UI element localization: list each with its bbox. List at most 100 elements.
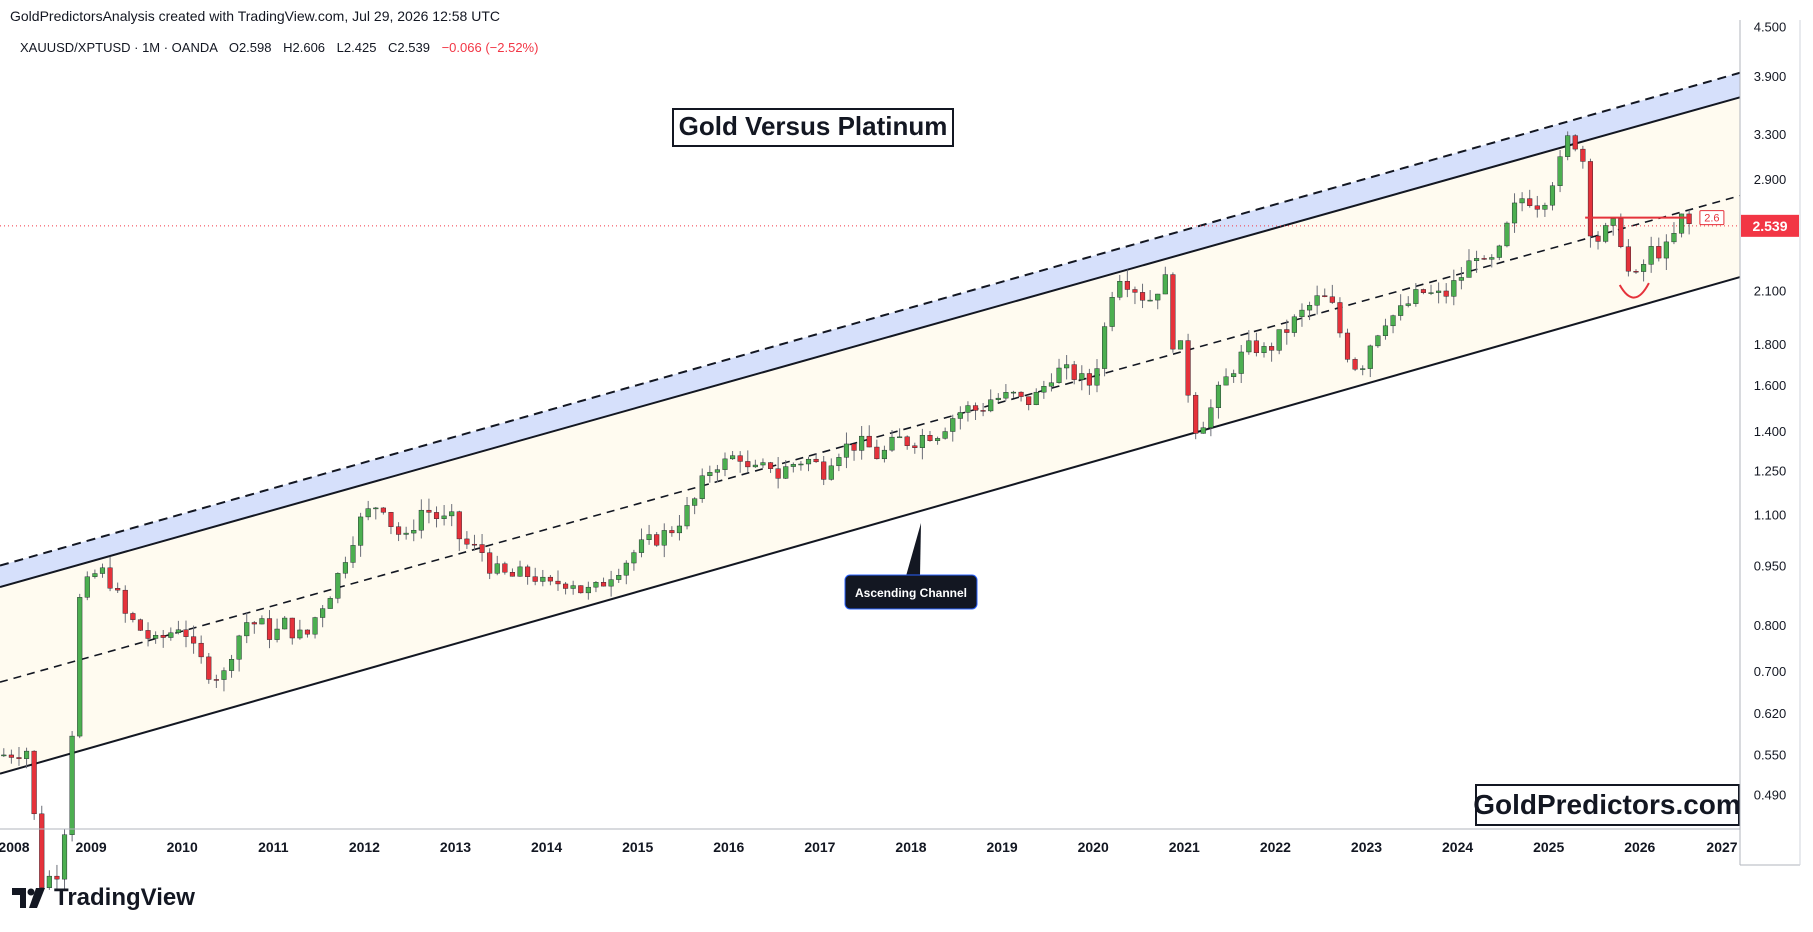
candle-body bbox=[843, 443, 850, 458]
candle-body bbox=[1261, 346, 1267, 354]
candle-body bbox=[84, 576, 90, 598]
candle-body bbox=[137, 619, 143, 631]
candle-body bbox=[995, 397, 1001, 400]
candle-body bbox=[1587, 161, 1593, 237]
time-tick-label: 2026 bbox=[1624, 839, 1655, 855]
resistance-value: 2.6 bbox=[1704, 213, 1719, 225]
price-tick-label: 1.100 bbox=[1754, 508, 1787, 523]
candle-body bbox=[31, 750, 37, 815]
candle-body bbox=[805, 458, 812, 465]
time-axis[interactable]: 2008 2009 2010 2011 2012 2013 2014 2015 2016 2017… bbox=[0, 839, 1738, 855]
candle-body bbox=[456, 511, 462, 540]
candle-body bbox=[24, 750, 30, 759]
candle-body bbox=[1549, 185, 1556, 206]
candle-body bbox=[1102, 326, 1108, 369]
time-tick-label: 2018 bbox=[895, 839, 926, 855]
candle-body bbox=[988, 399, 994, 412]
price-tick-label: 0.620 bbox=[1754, 706, 1787, 721]
candle-body bbox=[418, 509, 424, 531]
price-tick-label: 2.100 bbox=[1754, 284, 1787, 299]
candle-body bbox=[61, 834, 68, 880]
candle-body bbox=[1284, 329, 1290, 333]
candle-body bbox=[684, 505, 690, 527]
candle-body bbox=[1625, 246, 1631, 272]
candle-body bbox=[358, 516, 364, 546]
candle-body bbox=[213, 679, 219, 681]
time-tick-label: 2022 bbox=[1260, 839, 1291, 855]
candle-body bbox=[927, 435, 933, 441]
candle-body bbox=[1010, 391, 1017, 394]
candle-body bbox=[813, 458, 819, 463]
candle-body bbox=[282, 617, 288, 630]
candle-body bbox=[441, 515, 447, 519]
price-tick-label: 0.550 bbox=[1754, 748, 1787, 763]
candle-body bbox=[251, 622, 257, 625]
candle-body bbox=[1314, 295, 1320, 306]
candle-body bbox=[99, 567, 106, 574]
candle-body bbox=[1215, 384, 1222, 408]
candle-body bbox=[1678, 213, 1685, 234]
candle-body bbox=[836, 457, 842, 467]
price-tick-label: 1.250 bbox=[1754, 463, 1787, 478]
candle-body bbox=[1390, 315, 1396, 327]
candle-body bbox=[433, 512, 440, 519]
upper-dashed-line[interactable] bbox=[0, 71, 1741, 567]
candle-body bbox=[1565, 135, 1571, 157]
candle-body bbox=[859, 435, 865, 451]
candle-body bbox=[1398, 305, 1404, 316]
candle-body bbox=[77, 597, 83, 737]
price-tick-label: 1.600 bbox=[1754, 378, 1787, 393]
ohlc-close: C2.539 bbox=[388, 40, 430, 55]
candle-body bbox=[1132, 289, 1138, 293]
price-tick-label: 3.900 bbox=[1754, 69, 1787, 84]
candle-body bbox=[517, 566, 523, 577]
candle-body bbox=[654, 534, 660, 546]
candle-body bbox=[1405, 303, 1411, 306]
tradingview-logo[interactable]: TradingView bbox=[12, 884, 195, 912]
watermark: GoldPredictors.com bbox=[1473, 784, 1741, 826]
chart-title[interactable]: Gold Versus Platinum bbox=[672, 108, 954, 147]
candle-body bbox=[1041, 386, 1047, 393]
candle-body bbox=[866, 435, 872, 448]
candle-body bbox=[175, 629, 181, 633]
candle-body bbox=[426, 509, 432, 513]
candle-body bbox=[168, 632, 174, 638]
upper-channel-line[interactable] bbox=[0, 96, 1741, 588]
candle-body bbox=[266, 618, 273, 640]
svg-text:XAUUSD/XPTUSD · 1M · OANDA: XAUUSD/XPTUSD · 1M · OANDA O2.598 H2.606… bbox=[20, 40, 538, 55]
candle-body bbox=[1003, 392, 1009, 399]
price-tick-label: 0.490 bbox=[1754, 788, 1787, 803]
candle-body bbox=[1360, 368, 1366, 370]
candle-body bbox=[646, 534, 652, 540]
time-tick-label: 2027 bbox=[1706, 839, 1737, 855]
candle-body bbox=[502, 563, 508, 573]
candle-body bbox=[1109, 297, 1115, 327]
time-tick-label: 2015 bbox=[622, 839, 653, 855]
symbol-name: XAUUSD/XPTUSD · 1M · OANDA bbox=[20, 40, 218, 55]
candle-body bbox=[304, 629, 311, 635]
time-tick-label: 2019 bbox=[987, 839, 1018, 855]
candle-body bbox=[46, 875, 52, 888]
candle-body bbox=[297, 629, 303, 639]
channel-callout[interactable]: Ascending Channel bbox=[844, 523, 978, 610]
time-tick-label: 2013 bbox=[440, 839, 471, 855]
chart-credit-line: GoldPredictorsAnalysis created with Trad… bbox=[10, 8, 500, 24]
candle-body bbox=[593, 582, 599, 588]
candle-body bbox=[1610, 218, 1616, 226]
candle-body bbox=[16, 757, 22, 759]
candle-body bbox=[365, 508, 371, 518]
lower-channel-line[interactable] bbox=[0, 276, 1741, 775]
candle-body bbox=[1572, 135, 1578, 150]
candle-body bbox=[1648, 246, 1654, 265]
candle-body bbox=[1018, 391, 1024, 397]
candle-body bbox=[342, 562, 348, 574]
candle-body bbox=[570, 585, 576, 589]
candle-body bbox=[1170, 274, 1176, 350]
candle-body bbox=[1633, 270, 1639, 273]
price-axis[interactable]: 0.490 0.550 0.620 0.700 0.800 0.950 1.100 1.250… bbox=[1754, 20, 1787, 803]
last-price-label: 2.539 bbox=[1741, 214, 1799, 237]
candle-body bbox=[206, 656, 212, 680]
candle-body bbox=[1375, 335, 1381, 347]
candle-body bbox=[1246, 340, 1252, 353]
